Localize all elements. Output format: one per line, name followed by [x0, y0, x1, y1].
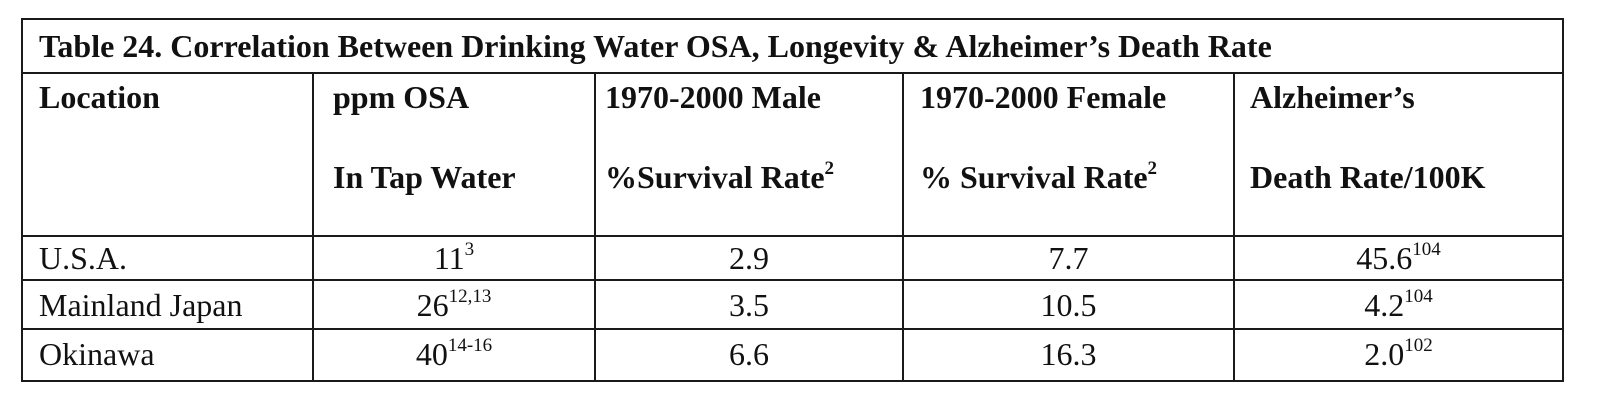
cell-ppm: 2612,13	[416, 286, 492, 323]
cell-alz: 45.6104	[1356, 239, 1441, 276]
header-female-line1: 1970-2000 Female	[920, 79, 1167, 115]
header-ppm-line1: ppm OSA	[333, 79, 470, 115]
header-male-line2: %Survival Rate2	[605, 158, 835, 195]
row-divider	[23, 279, 1562, 281]
row-divider	[23, 235, 1562, 237]
cell-female: 16.3	[1040, 336, 1097, 372]
column-divider	[594, 74, 596, 380]
cell-location: U.S.A.	[39, 240, 128, 276]
cell-location: Mainland Japan	[39, 287, 243, 323]
cell-female: 7.7	[1048, 240, 1089, 276]
column-divider	[1233, 74, 1235, 380]
cell-alz: 4.2104	[1364, 286, 1433, 323]
cell-male: 6.6	[729, 336, 769, 372]
cell-male: 3.5	[729, 287, 769, 323]
row-divider	[23, 328, 1562, 330]
data-table: Table 24. Correlation Between Drinking W…	[21, 18, 1564, 382]
table-title: Table 24. Correlation Between Drinking W…	[23, 20, 1562, 74]
header-male-line1: 1970-2000 Male	[605, 79, 821, 115]
cell-alz: 2.0102	[1364, 335, 1433, 372]
header-location: Location	[39, 79, 160, 115]
cell-male: 2.9	[729, 240, 769, 276]
header-ppm-line2: In Tap Water	[333, 159, 516, 195]
header-alz-line1: Alzheimer’s	[1250, 79, 1415, 115]
cell-ppm: 113	[433, 239, 475, 276]
cell-ppm: 4014-16	[415, 335, 493, 372]
header-alz-line2: Death Rate/100K	[1250, 159, 1486, 195]
cell-female: 10.5	[1040, 287, 1097, 323]
column-divider	[312, 74, 314, 380]
header-female-line2: % Survival Rate2	[920, 158, 1158, 195]
column-divider	[902, 74, 904, 380]
cell-location: Okinawa	[39, 336, 155, 372]
